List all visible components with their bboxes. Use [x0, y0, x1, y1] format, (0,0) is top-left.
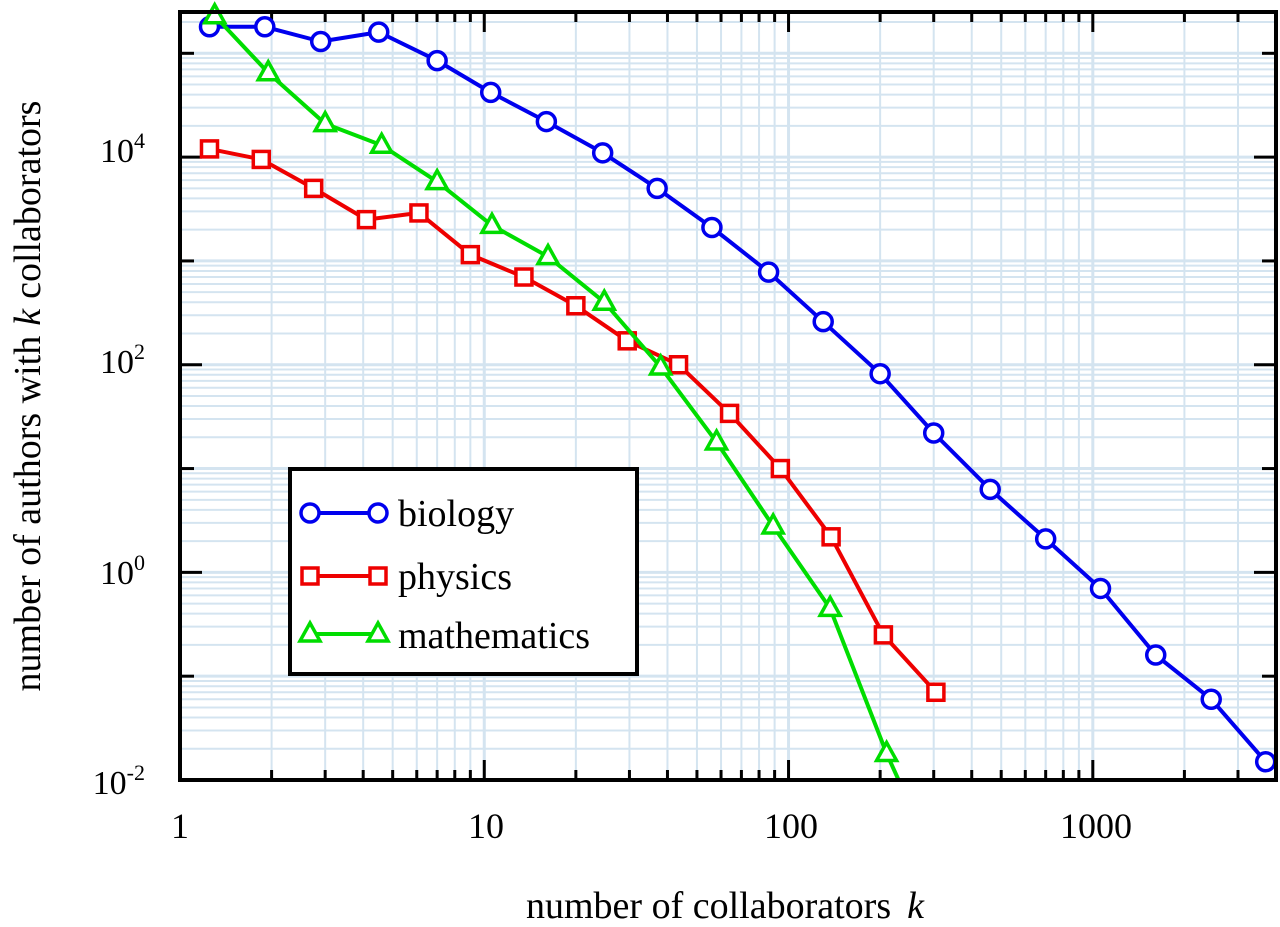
- data-point-biology: [1254, 750, 1277, 773]
- data-point-mathematics: [535, 242, 561, 266]
- data-point-mathematics: [817, 593, 844, 618]
- data-point-physics: [409, 203, 429, 223]
- data-point-mathematics: [760, 511, 787, 535]
- data-point-biology: [922, 422, 945, 444]
- data-point-mathematics: [478, 210, 505, 235]
- data-point-physics: [460, 244, 481, 265]
- data-point-biology: [535, 110, 558, 133]
- data-point-mathematics: [312, 109, 339, 133]
- legend-entry-biology: biology: [299, 493, 514, 535]
- legend-marker-mathematics: [297, 619, 323, 643]
- x-tick-label-10: 10: [468, 806, 504, 846]
- data-point-biology: [1200, 688, 1222, 710]
- data-series: [198, 1, 1277, 781]
- data-point-physics: [514, 267, 534, 287]
- data-point-biology: [979, 478, 1001, 501]
- data-point-physics: [566, 296, 586, 316]
- data-point-biology: [757, 261, 780, 283]
- data-point-physics: [199, 139, 220, 159]
- data-point-mathematics: [368, 130, 395, 155]
- legend-entry-physics: physics: [300, 556, 512, 598]
- data-point-biology: [368, 21, 390, 43]
- legend: biology physics mathematics: [288, 467, 639, 676]
- data-point-biology: [591, 142, 614, 164]
- data-point-biology: [869, 362, 891, 385]
- data-point-mathematics: [703, 427, 730, 451]
- data-point-biology: [1144, 644, 1167, 666]
- data-point-physics: [303, 178, 324, 199]
- data-point-biology: [479, 81, 502, 104]
- y-tick-label-1e4: 104: [100, 128, 145, 170]
- data-point-biology: [812, 310, 834, 333]
- data-point-physics: [251, 149, 272, 170]
- data-point-biology: [309, 30, 332, 53]
- legend-label-physics: physics: [398, 556, 512, 598]
- data-point-physics: [668, 354, 689, 375]
- data-point-biology: [254, 16, 276, 38]
- data-point-biology: [426, 49, 448, 72]
- data-point-physics: [873, 625, 894, 645]
- x-axis-label: number of collaborators k: [526, 885, 925, 927]
- data-point-biology: [701, 216, 723, 239]
- data-point-biology: [1089, 577, 1112, 600]
- data-point-biology: [646, 177, 668, 200]
- legend-marker-physics-end: [368, 566, 388, 586]
- y-tick-label-1e2: 102: [100, 339, 145, 381]
- data-point-physics: [719, 403, 740, 424]
- data-point-biology: [1034, 528, 1057, 550]
- legend-box: [288, 467, 639, 676]
- x-tick-label-1000: 1000: [1060, 806, 1132, 846]
- x-tick-label-100: 100: [764, 806, 818, 846]
- data-point-mathematics: [647, 352, 674, 376]
- legend-marker-biology-end: [367, 502, 389, 524]
- y-tick-label-1e0: 100: [100, 550, 145, 592]
- x-tick-label-1: 1: [171, 806, 189, 846]
- series-line-biology: [209, 24, 1268, 764]
- y-axis-label: number of authors withkcollaborators: [7, 101, 49, 692]
- legend-entry-mathematics: mathematics: [297, 615, 590, 657]
- data-point-mathematics: [255, 58, 282, 82]
- legend-marker-physics: [300, 566, 320, 586]
- legend-marker-biology: [299, 502, 321, 524]
- data-point-physics: [770, 458, 791, 479]
- data-point-physics: [926, 682, 946, 703]
- grid-lines: [178, 12, 1277, 782]
- data-point-mathematics: [424, 167, 451, 191]
- legend-marker-mathematics-end: [365, 619, 391, 643]
- data-point-mathematics: [591, 287, 618, 311]
- data-point-mathematics: [873, 738, 900, 763]
- data-point-physics: [821, 527, 841, 547]
- legend-label-biology: biology: [398, 493, 514, 535]
- legend-label-mathematics: mathematics: [398, 615, 590, 657]
- y-tick-label-1e-2: 10-2: [93, 760, 145, 802]
- plot-frame: [178, 10, 1278, 782]
- data-point-physics: [356, 209, 377, 230]
